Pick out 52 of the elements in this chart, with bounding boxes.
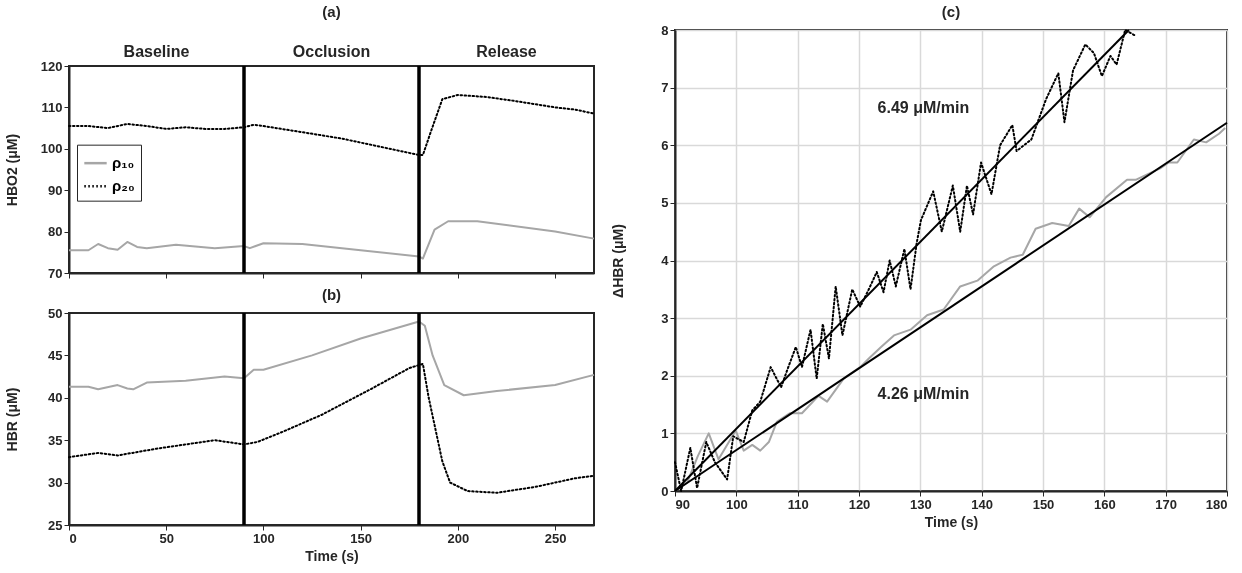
y-tick-label: 90 <box>48 182 63 198</box>
x-tick-label: 100 <box>253 530 275 546</box>
y-tick-label: 25 <box>48 517 63 533</box>
x-tick-label: 110 <box>787 496 809 512</box>
y-tick-label: 4 <box>661 253 670 268</box>
y-tick-label: 50 <box>48 305 63 321</box>
y-tick-label: 2 <box>661 368 669 384</box>
y-tick-label: 110 <box>41 99 63 115</box>
annotation: 4.26 μM/min <box>877 385 970 403</box>
x-tick-label: 200 <box>447 530 470 546</box>
y-axis-title: HBR (μM) <box>3 387 20 452</box>
x-tick-label: 90 <box>675 496 690 512</box>
x-tick-label: 140 <box>971 496 994 512</box>
chart-title: (a) <box>322 3 341 20</box>
y-tick-label: 100 <box>40 141 63 157</box>
x-axis-title: Time (s) <box>924 513 979 530</box>
y-tick-label: 40 <box>48 390 63 406</box>
y-tick-label: 70 <box>48 265 63 281</box>
legend-label: ρ₂₀ <box>112 177 135 195</box>
x-tick-label: 170 <box>1155 496 1178 512</box>
y-tick-label: 6 <box>661 137 669 153</box>
x-tick-label: 150 <box>350 530 373 546</box>
x-tick-label: 50 <box>159 530 174 546</box>
x-tick-label: 150 <box>1032 496 1055 512</box>
x-tick-label: 130 <box>909 496 932 512</box>
annotation: 6.49 μM/min <box>877 99 970 117</box>
x-tick-label: 120 <box>848 496 871 512</box>
x-tick-label: 250 <box>544 530 567 546</box>
y-tick-label: 1 <box>661 425 669 441</box>
chart-title: (b) <box>321 286 342 303</box>
legend-label: ρ₁₀ <box>112 154 135 172</box>
y-tick-label: 7 <box>661 80 669 96</box>
x-tick-label: 160 <box>1093 496 1116 512</box>
y-tick-label: 80 <box>48 224 63 240</box>
y-axis-title: ΔHBR (μM) <box>609 224 626 298</box>
text: Release <box>476 43 537 60</box>
y-tick-label: 5 <box>661 195 669 211</box>
text: Baseline <box>123 43 190 60</box>
x-tick-label: 0 <box>69 530 77 546</box>
chart-title: (c) <box>941 3 961 20</box>
x-axis-title: Time (s) <box>305 547 359 564</box>
y-tick-label: 35 <box>48 432 63 448</box>
x-tick-label: 180 <box>1205 496 1228 512</box>
text: Occlusion <box>292 43 371 60</box>
y-tick-label: 8 <box>661 22 669 38</box>
y-axis-title: HBO2 (μM) <box>3 133 20 207</box>
y-tick-label: 30 <box>48 475 63 491</box>
x-tick-label: 100 <box>725 496 748 512</box>
y-tick-label: 45 <box>48 347 63 363</box>
y-tick-label: 120 <box>40 58 63 74</box>
y-tick-label: 0 <box>661 483 669 499</box>
y-tick-label: 3 <box>661 310 669 326</box>
